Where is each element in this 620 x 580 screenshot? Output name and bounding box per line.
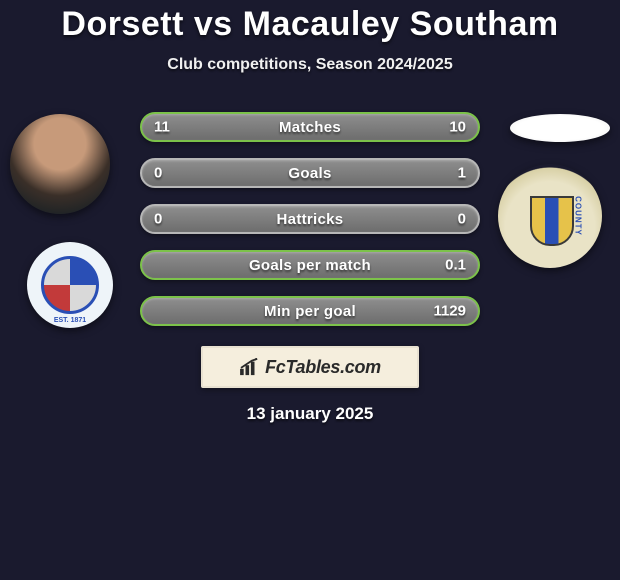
player-left-club-crest xyxy=(27,242,113,328)
stat-value-right: 0.1 xyxy=(445,257,466,274)
stat-value-left: 11 xyxy=(154,119,170,136)
page-subtitle: Club competitions, Season 2024/2025 xyxy=(0,56,620,74)
stat-label: Matches xyxy=(279,119,341,136)
player-right-club-crest xyxy=(498,164,602,268)
stat-row: Goals per match 0.1 xyxy=(140,250,480,280)
generation-date: 13 january 2025 xyxy=(0,404,620,424)
stat-value-right: 1 xyxy=(458,165,466,182)
player-left-avatar xyxy=(10,114,110,214)
watermark-text: FcTables.com xyxy=(265,357,381,378)
bar-chart-icon xyxy=(239,358,261,376)
stat-value-left: 0 xyxy=(154,165,162,182)
stat-row: 0 Hattricks 0 xyxy=(140,204,480,234)
stat-value-right: 1129 xyxy=(433,303,466,320)
stat-label: Hattricks xyxy=(277,211,344,228)
stat-value-right: 10 xyxy=(449,119,466,136)
stat-label: Goals per match xyxy=(249,257,371,274)
stats-list: 11Matches100Goals10Hattricks0Goals per m… xyxy=(140,112,480,342)
stat-value-left: 0 xyxy=(154,211,162,228)
page-title: Dorsett vs Macauley Southam xyxy=(0,5,620,44)
stat-row: 11 Matches 10 xyxy=(140,112,480,142)
stat-label: Goals xyxy=(288,165,331,182)
stat-row: Min per goal 1129 xyxy=(140,296,480,326)
stat-value-right: 0 xyxy=(458,211,466,228)
stat-label: Min per goal xyxy=(264,303,356,320)
player-right-avatar xyxy=(510,114,610,142)
watermark-box: FcTables.com xyxy=(201,346,419,388)
stat-row: 0 Goals 1 xyxy=(140,158,480,188)
comparison-card: Dorsett vs Macauley Southam Club competi… xyxy=(0,0,620,580)
